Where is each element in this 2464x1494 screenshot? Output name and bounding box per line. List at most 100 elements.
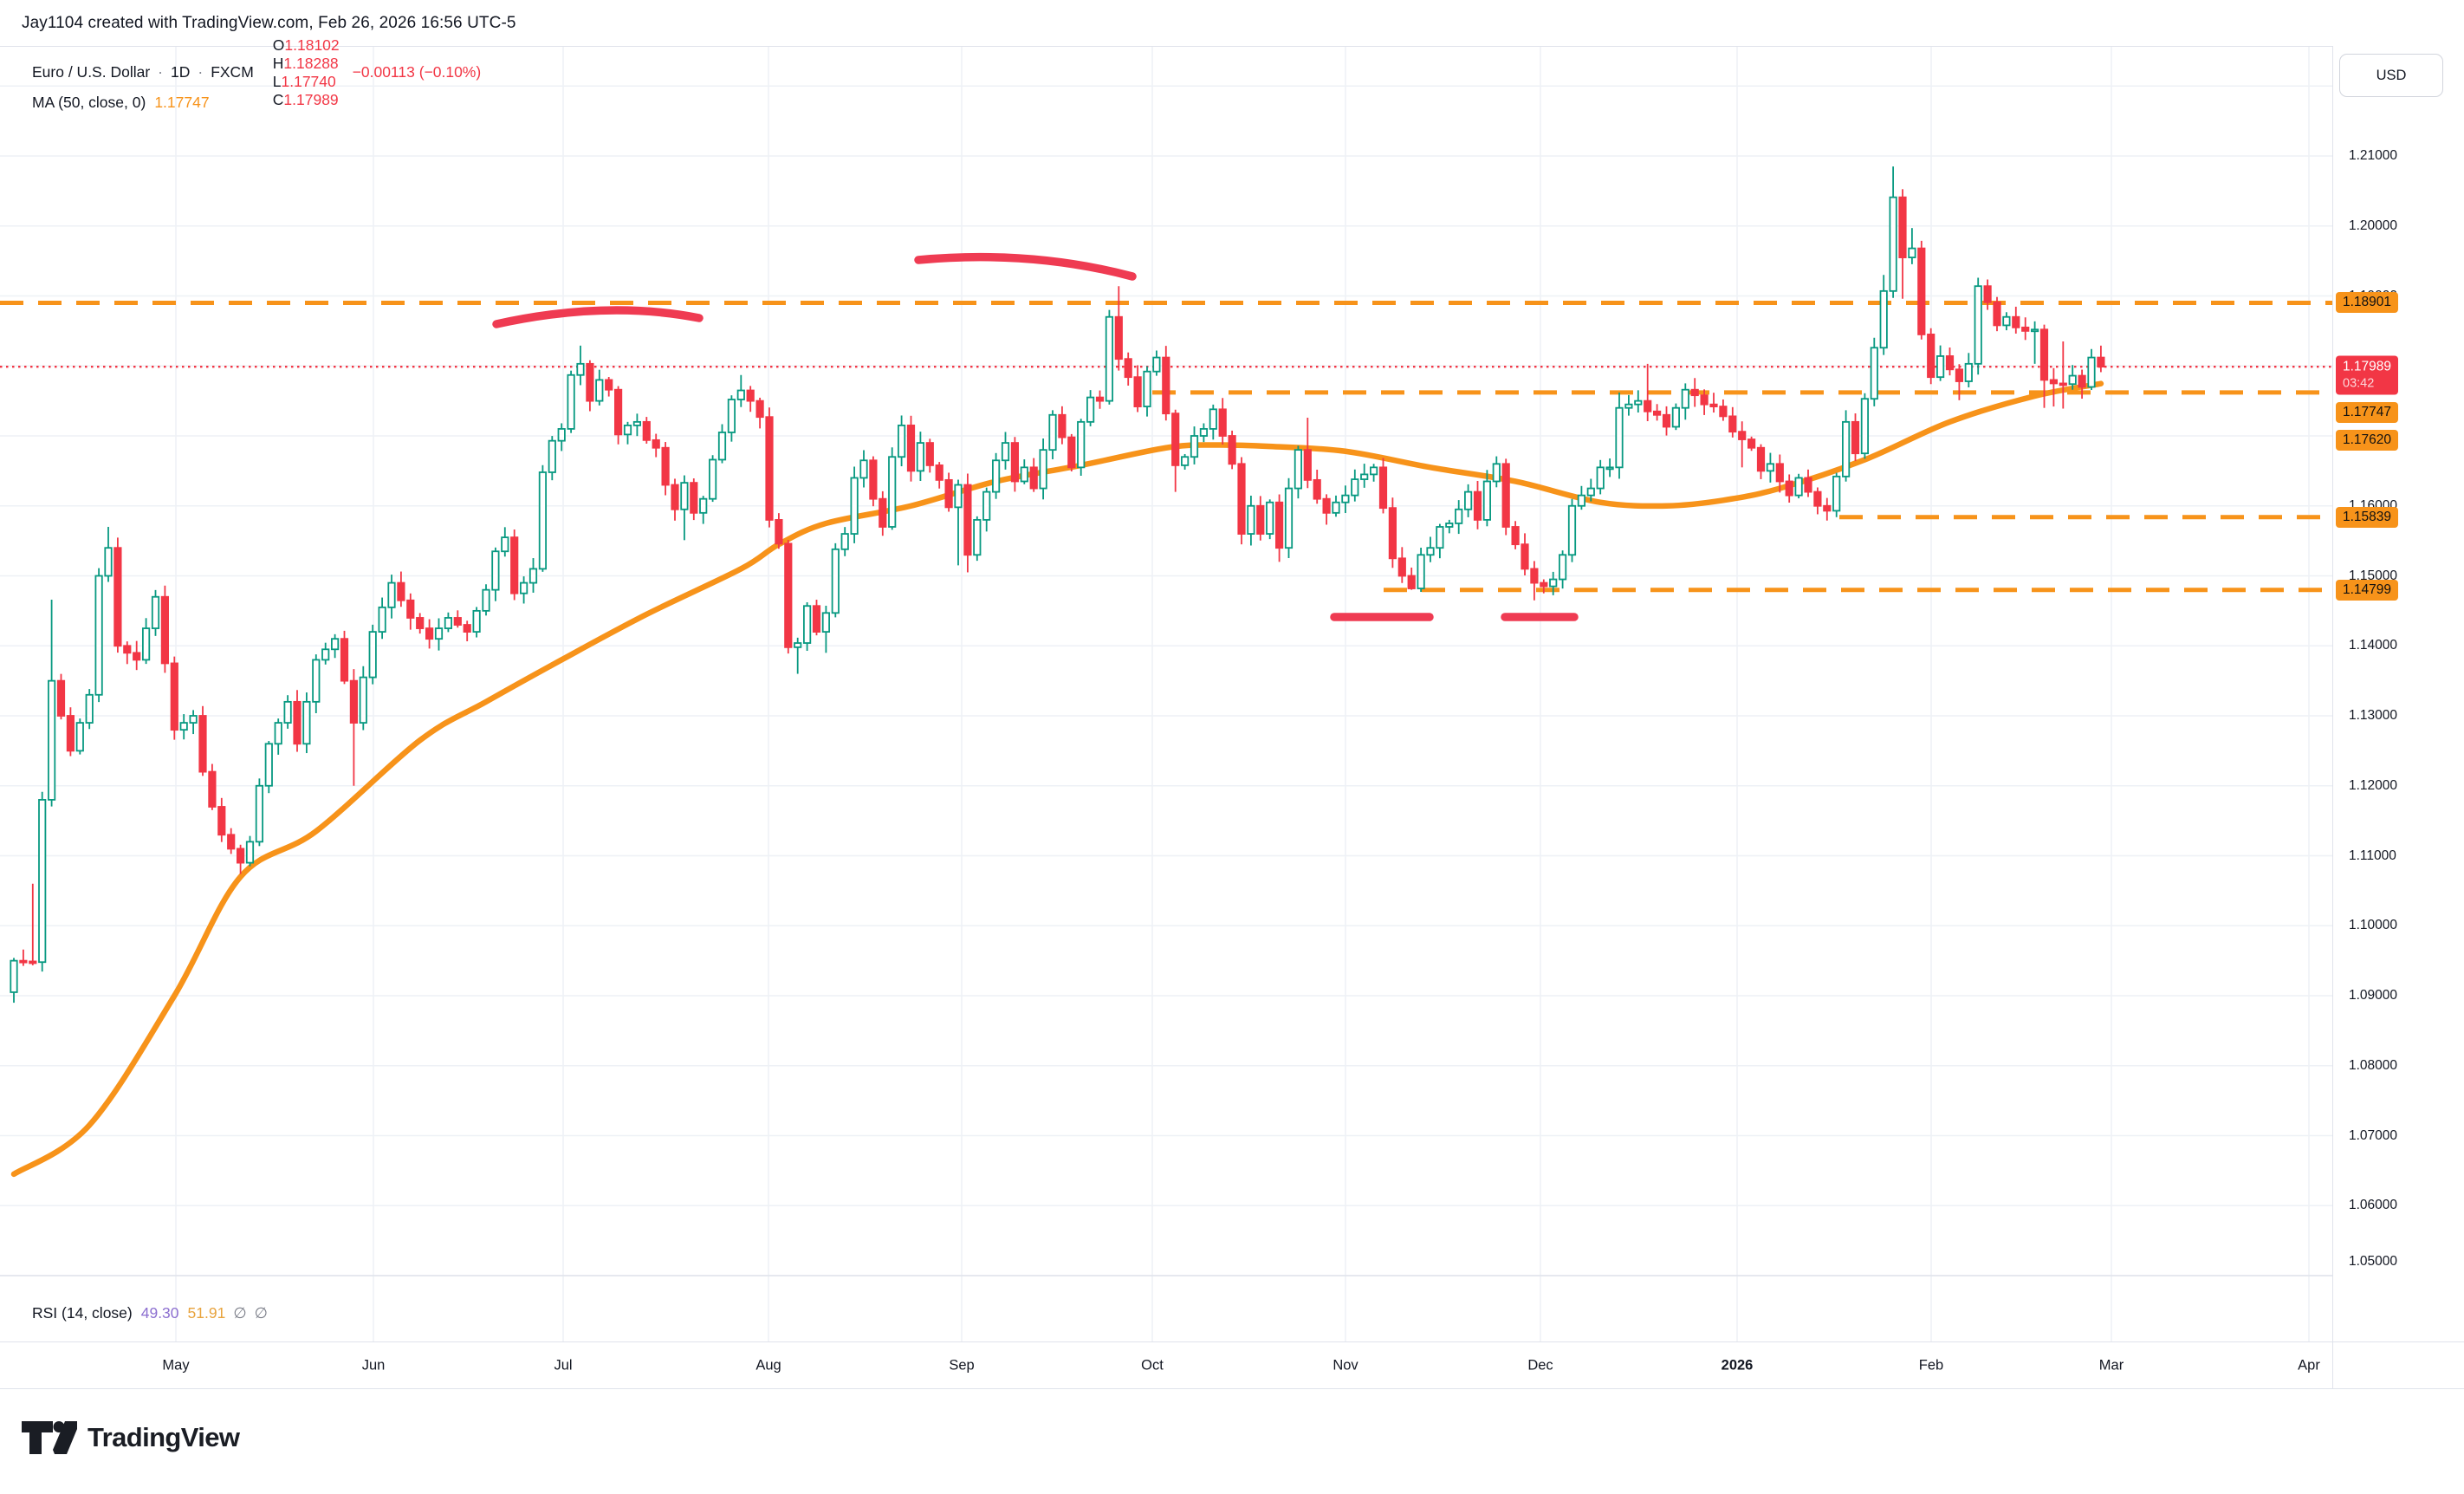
candle-body-down: [1653, 410, 1662, 416]
candle-body-down: [1124, 358, 1132, 379]
candle-body-down: [1058, 413, 1067, 438]
candle-body-up: [954, 484, 963, 509]
price-tick-label: 1.10000: [2349, 918, 2398, 933]
candle-body-down: [652, 438, 660, 449]
tradingview-logo[interactable]: TradingView: [22, 1421, 240, 1454]
candle-body-up: [1832, 475, 1841, 512]
candle-body-down: [605, 379, 613, 391]
candle-body-down: [614, 388, 623, 436]
candle-body-down: [133, 652, 141, 661]
candle-body-down: [1775, 463, 1784, 483]
candle-body-down: [755, 399, 764, 419]
candle-body-up: [283, 700, 292, 724]
time-axis-label: Jul: [554, 1357, 573, 1373]
candle-body-up: [1445, 523, 1454, 528]
candle-body-up: [368, 631, 377, 679]
candle-body-up: [1199, 428, 1208, 437]
price-axis[interactable]: 1.210001.200001.190001.180001.170001.160…: [2333, 46, 2464, 1388]
candle-body-down: [1095, 396, 1105, 402]
candle-body-up: [330, 638, 340, 651]
candle-body-down: [1738, 431, 1747, 440]
price-tick-label: 1.12000: [2349, 777, 2398, 793]
candle-body-up: [538, 471, 548, 570]
candle-body-down: [1927, 334, 1936, 379]
candle-body-down: [1804, 477, 1812, 493]
candle-body-down: [293, 700, 302, 745]
candle-body-up: [10, 959, 18, 993]
candle-body-down: [906, 424, 916, 472]
tradingview-logo-icon: [22, 1421, 77, 1454]
candle-body-down: [869, 459, 878, 500]
candle-body-up: [245, 841, 255, 864]
candle-body-down: [746, 389, 755, 402]
change-value: −0.00113 (−0.10%): [352, 63, 482, 81]
candle-body-down: [925, 442, 934, 466]
candle-body-down: [642, 420, 651, 441]
candle-body-down: [113, 547, 122, 647]
candle-body-down: [1397, 557, 1406, 577]
candle-body-up: [2002, 315, 2011, 327]
candle-body-up: [520, 581, 528, 594]
candle-body-down: [340, 638, 349, 682]
time-axis-top-divider: [0, 1341, 2464, 1342]
candle-body-down: [416, 617, 425, 629]
candle-body-down: [1530, 568, 1539, 584]
candle-body-up: [1671, 406, 1680, 428]
time-axis-label: Nov: [1333, 1357, 1358, 1373]
candle-body-down: [29, 960, 37, 965]
rsi-legend[interactable]: RSI (14, close) 49.30 51.91 ∅ ∅: [32, 1304, 268, 1322]
candle-body-down: [425, 627, 434, 640]
candle-body-up: [151, 595, 160, 629]
candle-body-down: [123, 645, 132, 654]
candle-body-down: [1256, 504, 1265, 535]
ohlc-item: O 1.18102: [272, 36, 340, 54]
candle-body-up: [1190, 435, 1199, 458]
time-axis[interactable]: May Jun Jul Aug Sep Oct Nov Dec 2026 Feb Mar Apr: [0, 1342, 2332, 1388]
candle-body-down: [208, 770, 217, 808]
ma-value: 1.17747: [154, 94, 210, 111]
candle-body-up: [1152, 356, 1161, 373]
candle-body-down: [66, 715, 75, 752]
time-axis-label: Jun: [361, 1357, 386, 1373]
candle-body-down: [963, 484, 972, 556]
ma-label: MA (50, close, 0): [32, 94, 146, 111]
candle-body-down: [2021, 326, 2030, 332]
candle-body-down: [1540, 581, 1548, 588]
time-axis-label: Apr: [2298, 1357, 2320, 1373]
time-axis-label: 2026: [1721, 1357, 1754, 1373]
candle-body-down: [1756, 446, 1766, 472]
candle-body-up: [274, 722, 282, 745]
candle-body-up: [1567, 504, 1577, 556]
candle-body-down: [1813, 490, 1822, 507]
candle-body-down: [1275, 501, 1284, 549]
candle-body-down: [1029, 466, 1038, 490]
candle-body-up: [709, 458, 717, 500]
symbol-legend[interactable]: Euro / U.S. Dollar · 1D · FXCM O 1.18102 H…: [32, 36, 482, 108]
candle-body-up: [1559, 554, 1567, 581]
candle-body-down: [879, 497, 887, 528]
candle-body-up: [831, 548, 840, 614]
candle-body-down: [1114, 315, 1123, 361]
price-tick-label: 1.07000: [2349, 1127, 2398, 1143]
rsi-hidden-icon[interactable]: ∅: [233, 1304, 247, 1322]
candle-body-up: [1370, 466, 1378, 476]
level-price-badge: 1.14799: [2336, 579, 2399, 601]
candle-body-down: [1917, 247, 1926, 335]
candle-body-down: [1785, 480, 1793, 497]
time-axis-label: Feb: [1918, 1357, 1944, 1373]
rsi-hidden-icon[interactable]: ∅: [254, 1304, 268, 1322]
candle-body-up: [1464, 490, 1473, 510]
candle-body-up: [1284, 487, 1294, 549]
candle-body-down: [1237, 463, 1246, 535]
exchange-label: FXCM: [211, 63, 254, 81]
candle-body-up: [1417, 554, 1425, 589]
candle-body-up: [1086, 396, 1095, 423]
ma-legend[interactable]: MA (50, close, 0) 1.17747: [32, 93, 210, 113]
ohlc-item: L 1.17740: [272, 72, 336, 90]
candle-body-up: [888, 456, 897, 528]
candle-body-up: [528, 568, 538, 584]
candle-body-up: [1020, 466, 1028, 483]
candle-body-up: [1048, 413, 1057, 451]
currency-toggle-button[interactable]: USD: [2339, 54, 2443, 97]
